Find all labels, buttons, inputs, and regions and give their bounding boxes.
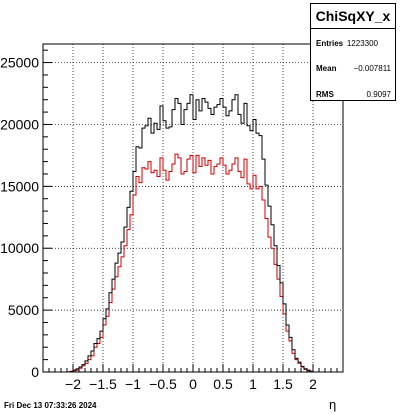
x-tick-label: −0.5: [149, 376, 177, 392]
y-tick-label: 15000: [0, 178, 39, 194]
y-tick-label: 0: [31, 364, 39, 380]
grid-lines: [43, 44, 343, 373]
x-tick-label: −2: [65, 376, 81, 392]
stats-box: ChiSqXY_x Entries 1223300 Mean −0.007811…: [310, 3, 396, 101]
y-tick-label: 10000: [0, 240, 39, 256]
x-tick-label: 2: [309, 376, 317, 392]
histogram-series-black: [43, 94, 343, 373]
stats-title: ChiSqXY_x: [311, 4, 395, 29]
x-tick-label: 0.5: [213, 376, 233, 392]
histogram-series: [43, 94, 343, 373]
stats-value-rms: 0.9097: [366, 90, 391, 99]
stats-value-entries: 1223300: [346, 39, 378, 48]
stats-label-entries: Entries: [316, 39, 344, 48]
x-tick-label: 1: [249, 376, 257, 392]
histogram-series-red: [43, 153, 343, 373]
stats-label-rms: RMS: [316, 90, 334, 99]
stats-value-mean: −0.007811: [353, 64, 391, 73]
y-tick-label: 20000: [0, 116, 39, 132]
x-tick-label: 0: [189, 376, 197, 392]
x-axis-label: η: [329, 397, 337, 412]
x-tick-label: 1.5: [273, 376, 293, 392]
axis-ticks: [42, 49, 344, 373]
axis-tick-labels: −2 −1.5 −1 −0.5 0 0.5 1 1.5 2 0 5000 10000 15000 2000…: [0, 55, 317, 392]
x-tick-label: −1.5: [89, 376, 117, 392]
stats-label-mean: Mean: [316, 64, 337, 73]
footer-timestamp: Fri Dec 13 07:33:26 2024: [4, 401, 97, 410]
x-tick-label: −1: [125, 376, 141, 392]
y-tick-label: 5000: [8, 302, 39, 318]
y-tick-label: 25000: [0, 55, 39, 71]
plot-frame: [42, 43, 344, 373]
